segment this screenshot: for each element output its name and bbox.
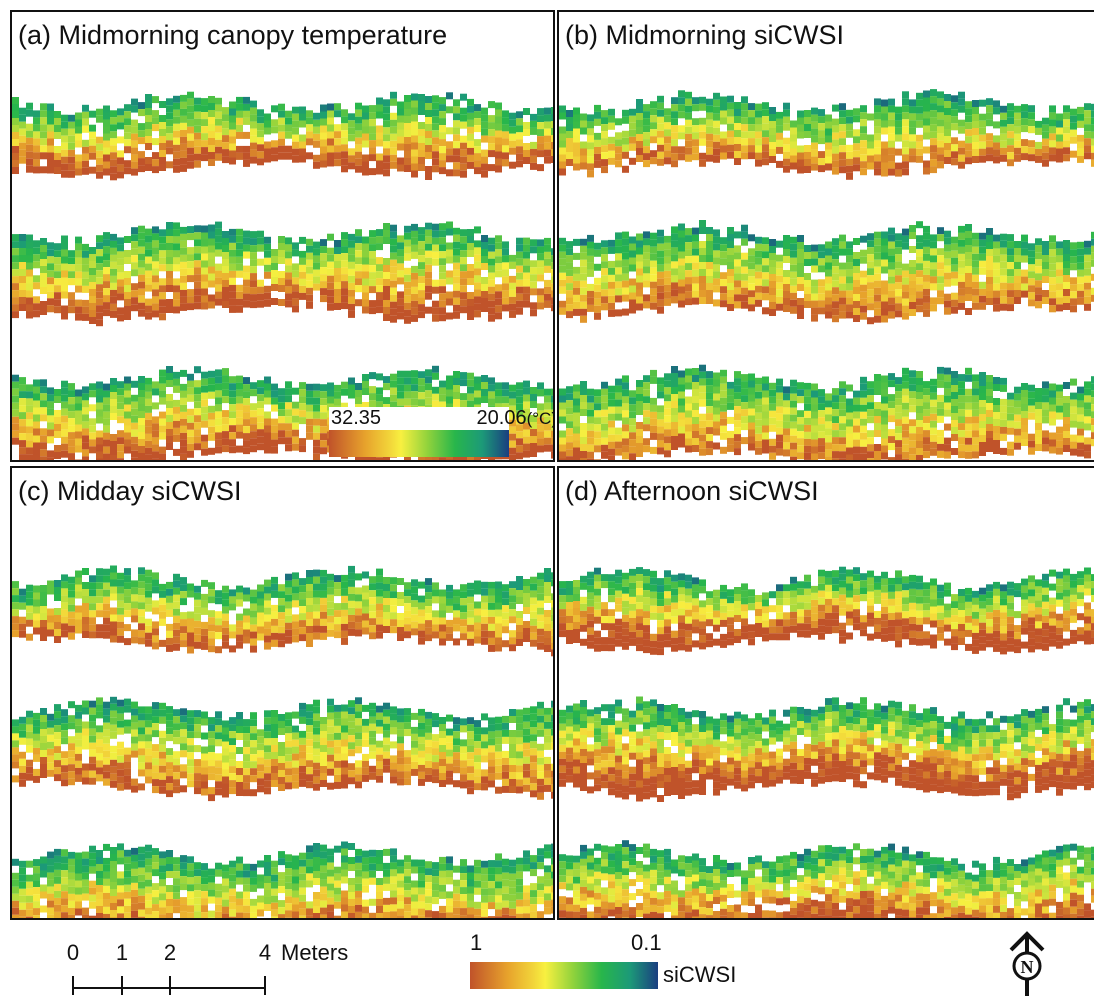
panel-title: (a) Midmorning canopy temperature [18, 18, 447, 52]
sicwsi-legend: 1 0.1 siCWSI [468, 930, 738, 992]
panel-title: (d) Afternoon siCWSI [565, 474, 819, 508]
sicwsi-color-ramp [470, 962, 658, 989]
temperature-legend-low: 20.06(°C) [477, 407, 555, 430]
canopy-map-b [559, 12, 1094, 462]
sicwsi-legend-low: 0.1 [631, 930, 662, 956]
temperature-unit: (°C) [527, 409, 555, 428]
panel-c-midday-sicwsi: (c) Midday siCWSI [10, 466, 555, 920]
canopy-map-a [12, 12, 555, 462]
temperature-color-ramp [329, 430, 509, 457]
temperature-legend-high: 32.35 [331, 407, 381, 430]
panel-d-afternoon-sicwsi: (d) Afternoon siCWSI [557, 466, 1094, 920]
north-letter: N [1021, 957, 1034, 977]
panel-a-midmorning-temperature: (a) Midmorning canopy temperature 32.35 … [10, 10, 555, 462]
temperature-legend: 32.35 20.06(°C) [329, 407, 509, 457]
north-arrow-icon: N [1005, 930, 1049, 996]
scale-bar: 0 1 2 4 Meters [55, 940, 385, 995]
scale-bar-line [55, 940, 385, 995]
sicwsi-legend-label: siCWSI [663, 962, 736, 988]
canopy-map-d [559, 468, 1094, 920]
panel-title: (c) Midday siCWSI [18, 474, 242, 508]
sicwsi-legend-high: 1 [470, 930, 482, 956]
panel-b-midmorning-sicwsi: (b) Midmorning siCWSI [557, 10, 1094, 462]
canopy-map-c [12, 468, 555, 920]
panel-title: (b) Midmorning siCWSI [565, 18, 844, 52]
